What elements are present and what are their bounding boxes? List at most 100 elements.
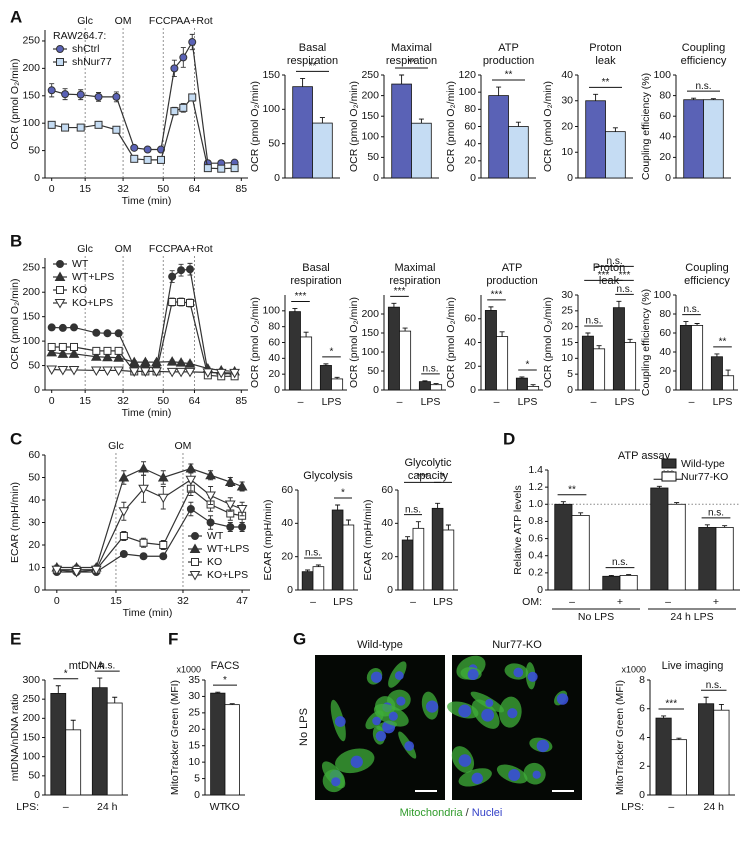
marker [188,38,197,47]
y-tick-label: 0 [537,584,543,596]
nucleus [372,716,381,726]
sig-label: *** [491,290,503,301]
series-line [56,487,243,571]
y-tick-label: 0 [274,384,280,396]
error-bar [499,331,505,337]
bar [411,122,432,179]
y-tick-label: 20 [268,368,280,380]
marker [202,368,214,378]
bar [319,365,332,391]
bar [554,503,573,591]
x-tick-label: 24 h [97,801,118,813]
error-bar [593,93,599,101]
scale-label: x1000 [621,664,646,674]
caption-part: Mitochondria [400,807,466,819]
bar [430,384,443,391]
y-tick-label: 35 [188,674,200,686]
y-axis-label: Coupling efficiency (%) [640,73,652,180]
y-tick-label: 20 [659,151,671,163]
marker [157,493,169,504]
sig-label: ** [602,77,610,88]
bar [602,575,621,591]
x-tick-label: – [63,801,69,813]
legend-marker [191,532,199,540]
y-tick-label: 100 [22,335,40,347]
x-tick-label: 50 [157,395,169,407]
x-tick-label: – [591,396,597,408]
marker [46,346,58,357]
error-bar [488,306,494,311]
y-tick-label: 20 [464,155,476,167]
chart-title: production [483,55,534,67]
error-bar [112,696,118,703]
x-tick-label: 64 [189,395,201,407]
sig-label: *** [417,472,429,483]
nucleus [556,693,569,705]
sig-label: * [341,488,345,499]
x-tick-label: – [397,396,403,408]
x-tick-label: LPS [615,396,635,408]
bar [571,515,590,591]
nucleus [471,772,483,785]
y-tick-label: 200 [22,286,40,298]
y-tick-label: 150 [22,731,40,743]
marker [215,368,227,379]
error-bar [292,308,298,312]
event-label: Glc [77,15,93,27]
marker [76,123,85,132]
y-tick-label: 0 [665,172,671,184]
y-tick-label: 80 [659,89,671,101]
chart-title: Basal [302,262,330,274]
bar [619,575,638,591]
y-axis-label: OCR (pmol O₂/min) [445,81,457,172]
y-tick-label: 100 [262,305,280,317]
nucleus [331,777,341,787]
event-label: OM [115,243,132,255]
error-bar [683,321,689,326]
y-tick-label: 150 [22,90,40,102]
y-tick-label: 200 [22,62,40,74]
bar [698,703,715,796]
marker [157,471,169,482]
y-tick-label: 0.4 [528,549,543,561]
error-bar [714,353,720,357]
y-tick-label: 60 [268,336,280,348]
panel-letter: E [10,629,21,648]
x-tick-label: 15 [79,395,91,407]
marker [226,523,235,531]
legend-label: WT [207,530,224,542]
x-tick-label: 47 [236,595,248,607]
y-axis-label: Coupling efficiency (%) [640,289,652,396]
sig-label: n.s. [99,661,115,672]
sig-label: n.s. [616,284,632,295]
bar [292,86,313,179]
caption-part: Nuclei [472,807,503,819]
marker [92,328,101,337]
marker [143,155,152,164]
y-axis-label: ECAR (mpH/min) [362,499,374,580]
marker [92,346,101,355]
marker [159,552,168,561]
y-tick-label: 0 [373,384,379,396]
error-bar [415,521,421,529]
y-axis-label: mtDNA/nDNA ratio [9,694,21,782]
y-tick-label: 10 [28,561,40,573]
event-label: OM [175,440,192,452]
panel-letter: B [10,231,22,250]
marker [102,351,113,362]
legend-marker [54,299,66,309]
marker [103,346,112,355]
legend-marker [56,45,64,53]
chart-title: Coupling [682,42,725,54]
y-tick-label: 50 [28,359,40,371]
bar [50,693,67,796]
bar [399,330,412,391]
bar [703,99,724,179]
bar [91,687,108,796]
error-bar [70,719,76,730]
y-tick-label: 40 [659,131,671,143]
x-tick-label: 64 [189,183,201,195]
chart-title: respiration [386,55,437,67]
y-tick-label: 100 [361,346,379,358]
y-tick-label: 20 [381,550,393,562]
